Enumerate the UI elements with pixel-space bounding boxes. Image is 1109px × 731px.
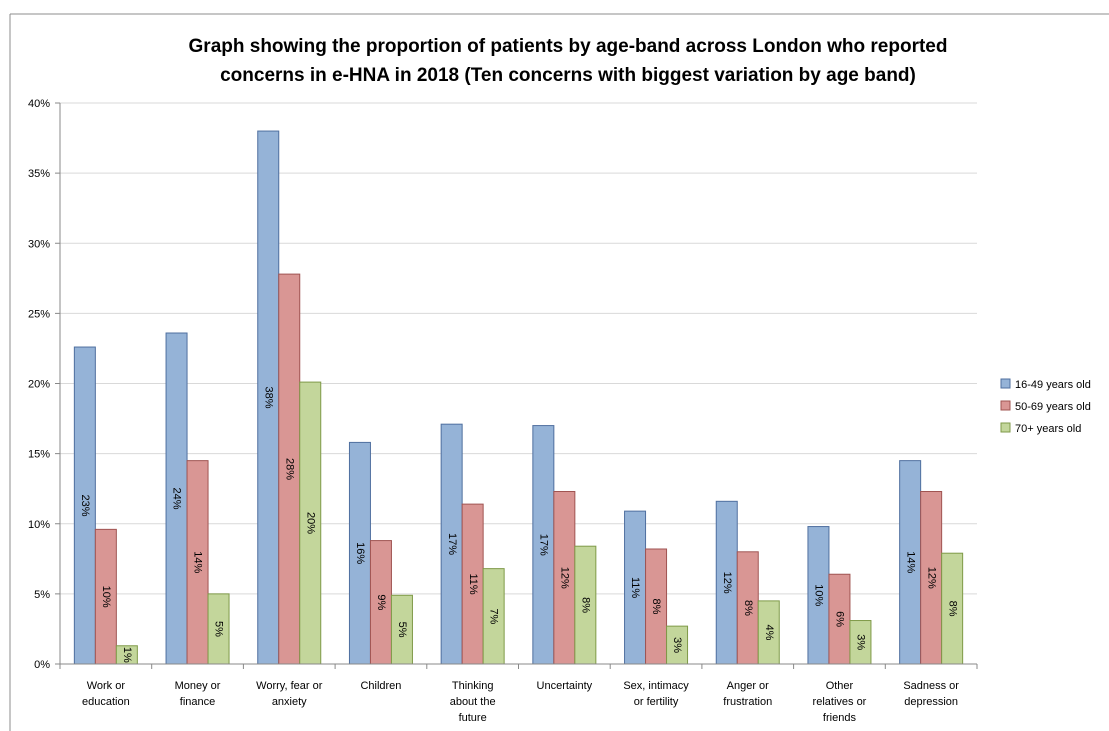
legend-label: 16-49 years old — [1015, 379, 1091, 391]
x-category-label: Money or — [175, 680, 221, 692]
data-label: 5% — [213, 621, 225, 637]
data-label: 9% — [375, 594, 387, 610]
y-tick-label: 25% — [28, 308, 50, 320]
data-label: 12% — [721, 572, 733, 594]
y-tick-label: 0% — [34, 659, 50, 671]
data-label: 17% — [537, 534, 549, 556]
x-category-label: depression — [904, 696, 958, 708]
legend: 16-49 years old 50-69 years old 70+ years … — [1000, 378, 1091, 435]
y-axis-ticks: 0% 5% 10% 15% 20% 25% 30% 35% 40% — [28, 98, 60, 671]
data-label: 12% — [558, 567, 570, 589]
x-category-label: anxiety — [272, 696, 307, 708]
x-category-label: Thinking — [452, 680, 494, 692]
legend-swatch — [1000, 400, 1011, 411]
x-category-label: Children — [360, 680, 401, 692]
data-label: 14% — [192, 551, 204, 573]
data-label: 8% — [579, 597, 591, 613]
data-label: 14% — [904, 551, 916, 573]
chart-title-line-2: concerns in e-HNA in 2018 (Ten concerns … — [220, 65, 916, 86]
legend-swatch — [1000, 378, 1011, 389]
x-category-label: Anger or — [727, 680, 770, 692]
data-label: 28% — [283, 458, 295, 480]
y-tick-label: 20% — [28, 379, 50, 391]
x-category-label: about the — [450, 696, 496, 708]
data-label: 12% — [925, 567, 937, 589]
x-category-label: Worry, fear or — [256, 680, 323, 692]
data-label: 6% — [834, 611, 846, 627]
data-label: 11% — [629, 577, 641, 598]
data-label: 8% — [742, 600, 754, 616]
axes — [59, 103, 978, 669]
y-tick-label: 40% — [28, 98, 50, 110]
x-category-label: finance — [180, 696, 215, 708]
y-tick-label: 30% — [28, 238, 50, 250]
data-label: 10% — [813, 584, 825, 606]
x-category-label: Uncertainty — [537, 680, 593, 692]
x-category-label: relatives or — [813, 696, 867, 708]
x-axis-categories: Work or education Money or finance Worry, fe… — [82, 680, 959, 724]
data-label: 4% — [763, 624, 775, 640]
data-labels: 23% 10% 1% 24% 14% 5% 38% 28% 20% 16% 9% 5% 17% 11% 7%… — [79, 387, 958, 664]
x-category-label: Sex, intimacy — [623, 680, 689, 692]
data-label: 11% — [467, 573, 479, 594]
data-label: 8% — [946, 601, 958, 617]
x-category-label: or fertility — [634, 696, 679, 708]
data-label: 16% — [354, 542, 366, 564]
data-label: 20% — [304, 512, 316, 534]
data-label: 17% — [446, 533, 458, 555]
data-label: 10% — [100, 586, 112, 608]
chart-title-line-1: Graph showing the proportion of patients… — [189, 36, 948, 57]
legend-label: 70+ years old — [1015, 423, 1081, 435]
data-label: 38% — [262, 387, 274, 409]
x-category-label: Work or — [87, 680, 126, 692]
legend-label: 50-69 years old — [1015, 401, 1091, 413]
y-tick-label: 15% — [28, 449, 50, 461]
data-label: 8% — [650, 599, 662, 615]
data-label: 23% — [79, 495, 91, 517]
y-tick-label: 10% — [28, 519, 50, 531]
data-label: 3% — [855, 634, 867, 650]
data-label: 1% — [121, 647, 133, 663]
data-label: 7% — [488, 608, 500, 624]
x-category-label: Sadness or — [903, 680, 959, 692]
data-label: 3% — [671, 637, 683, 653]
legend-swatch — [1000, 422, 1011, 433]
y-tick-label: 5% — [34, 589, 50, 601]
x-category-label: future — [459, 712, 487, 724]
x-category-label: Other — [826, 680, 854, 692]
x-category-label: education — [82, 696, 130, 708]
y-tick-label: 35% — [28, 168, 50, 180]
bars — [73, 130, 964, 665]
data-label: 5% — [396, 622, 408, 638]
data-label: 24% — [171, 487, 183, 509]
x-category-label: friends — [823, 712, 857, 724]
x-category-label: frustration — [723, 696, 772, 708]
